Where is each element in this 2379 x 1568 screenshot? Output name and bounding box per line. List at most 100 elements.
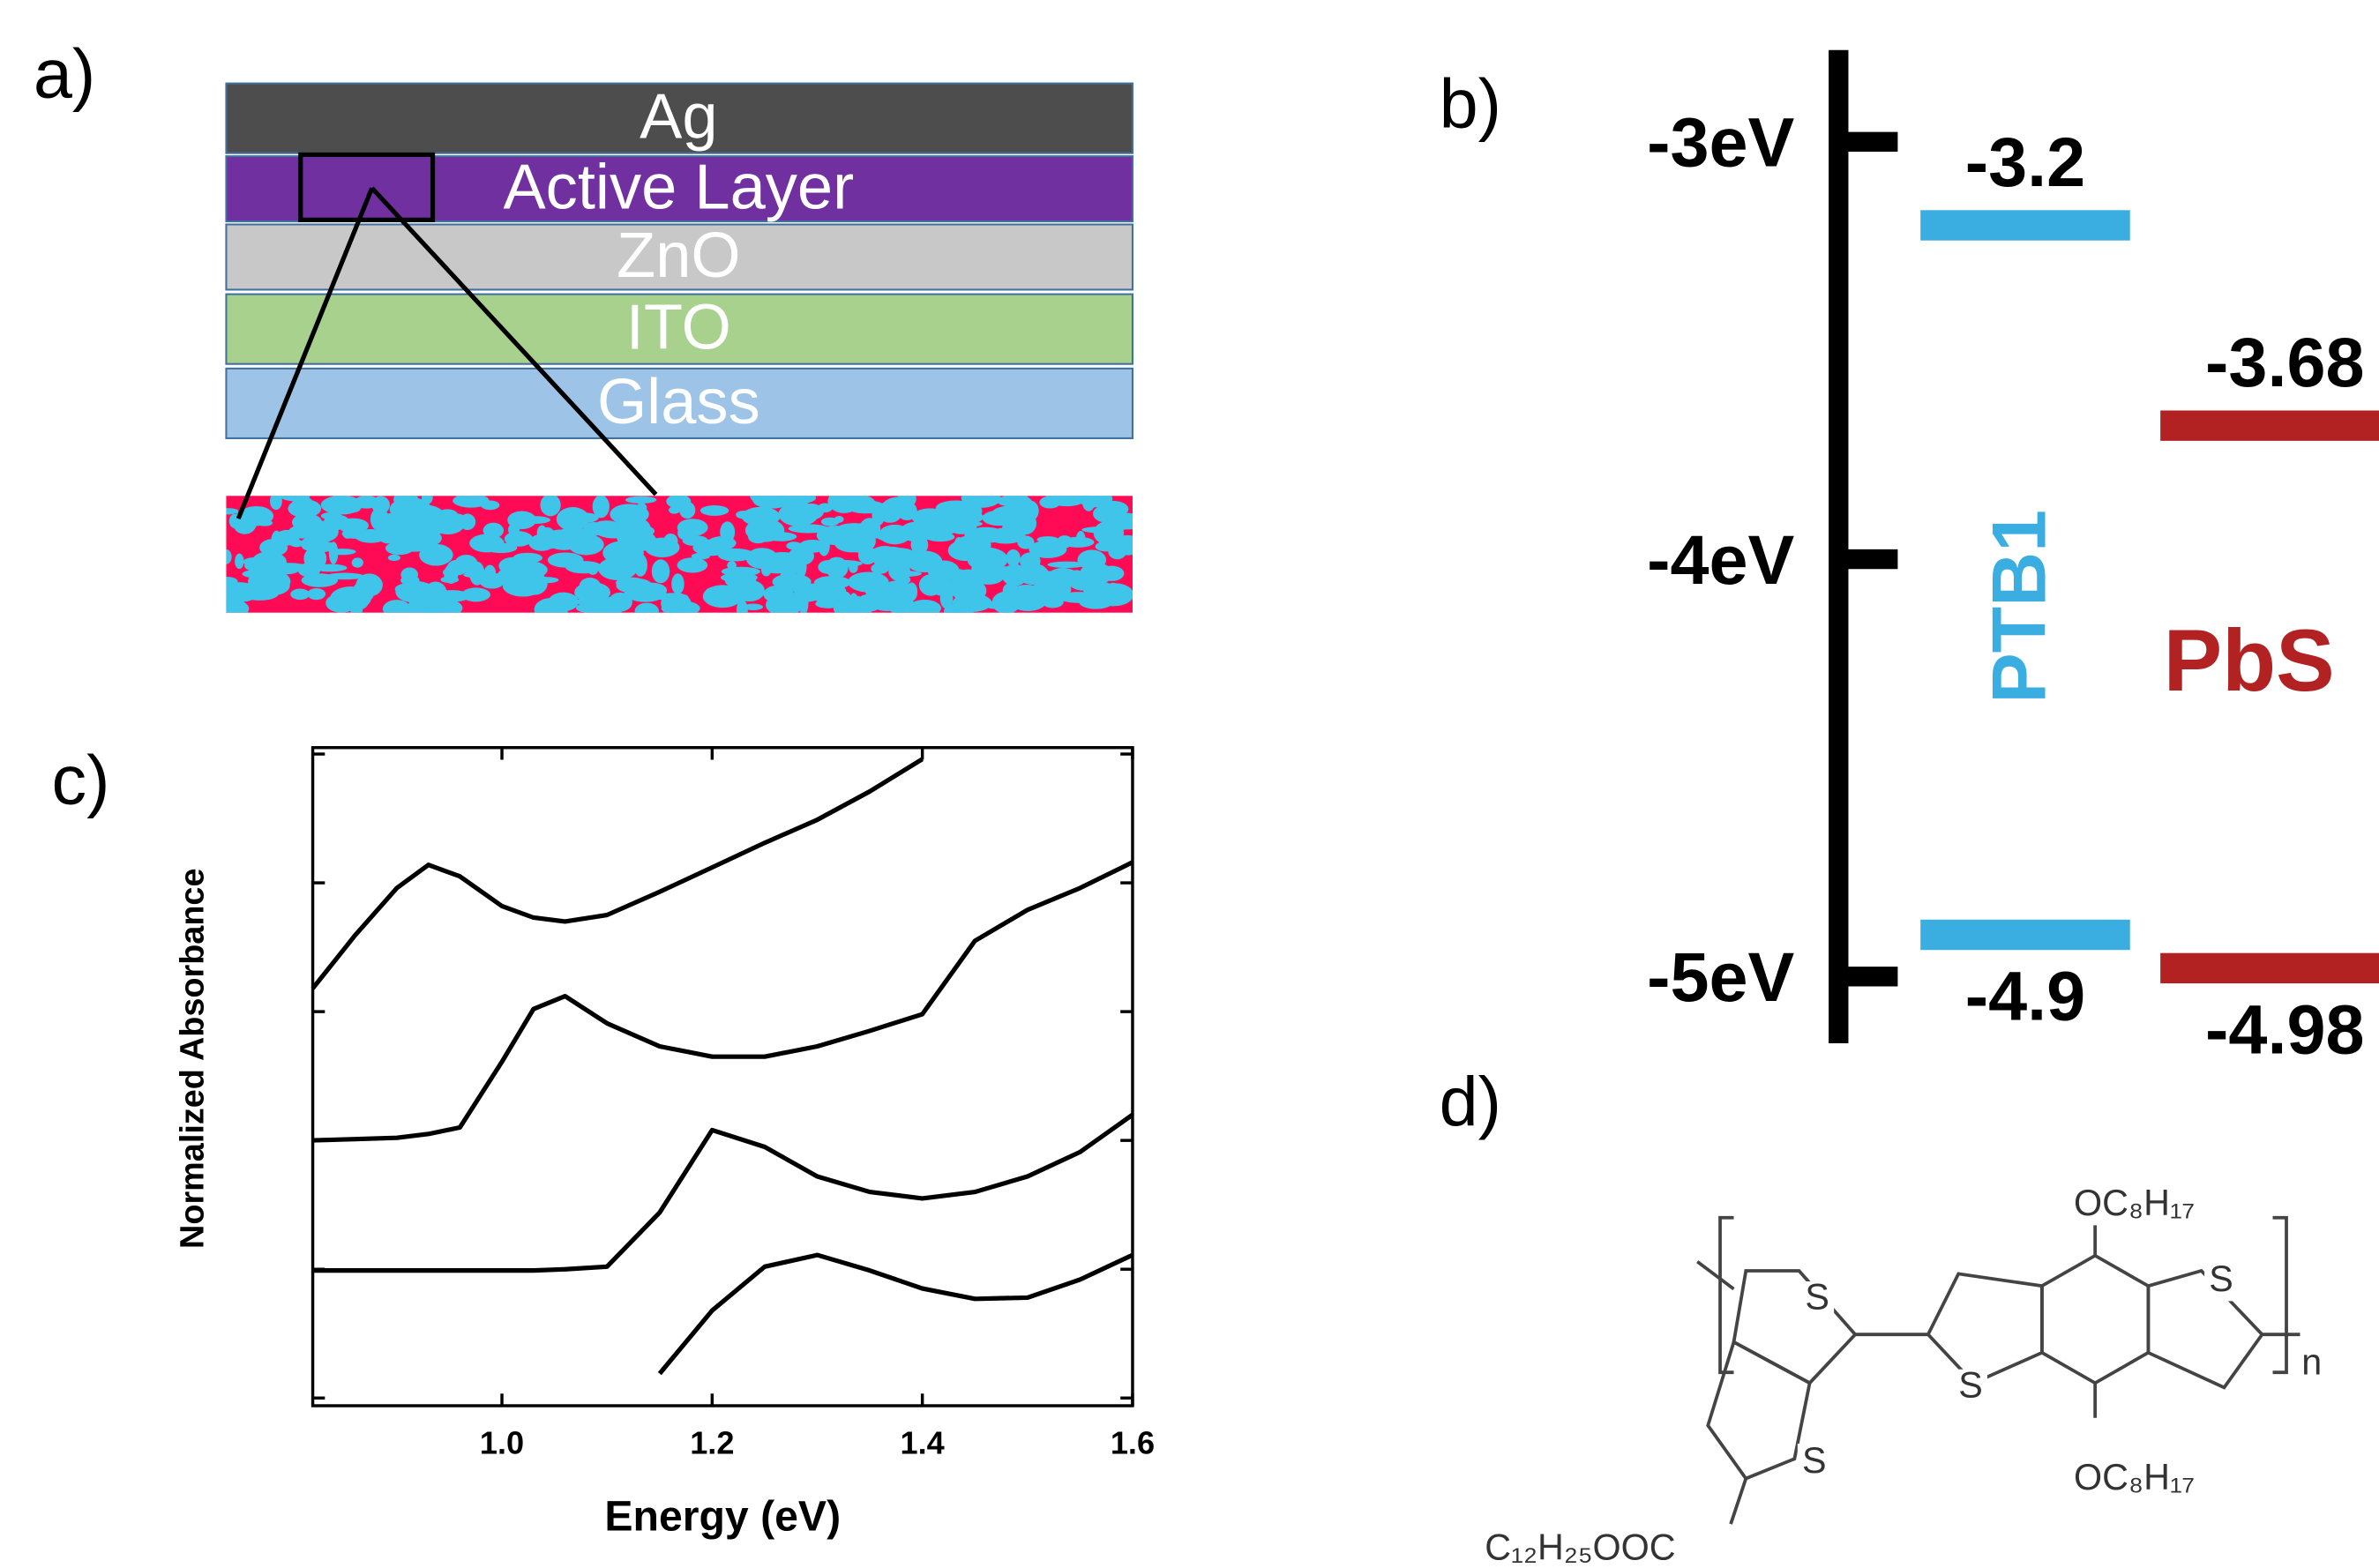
spectrum-line — [313, 862, 1133, 1140]
domain — [1028, 566, 1049, 586]
domain — [795, 556, 806, 579]
domain — [544, 529, 584, 549]
bracket — [2273, 1218, 2286, 1372]
y-axis-label: Normalized Absorbance — [174, 869, 211, 1249]
domain — [1076, 531, 1085, 546]
substituent-label: C₁₂H₂₅OOC — [1485, 1527, 1675, 1567]
domain — [1048, 562, 1087, 568]
domain — [662, 601, 700, 616]
domain — [670, 496, 681, 510]
domain — [484, 542, 517, 553]
domain — [677, 557, 708, 572]
domain — [257, 519, 273, 526]
panel-label: b) — [1440, 64, 1501, 143]
domain — [549, 593, 579, 612]
energy-level — [2160, 410, 2379, 440]
domain — [858, 547, 877, 564]
domain — [896, 575, 911, 585]
domain — [746, 548, 778, 569]
layer-label: Ag — [640, 82, 717, 153]
y-tick-label: -3eV — [1647, 103, 1794, 182]
energy-diagram: -3eV-4eV-5eV-3.2-4.9PTB1-3.68-4.98PbS — [1647, 50, 2379, 1069]
domain — [574, 582, 610, 603]
domain — [290, 589, 310, 601]
domain — [1024, 593, 1044, 606]
domain — [871, 563, 888, 573]
ring — [1708, 1342, 1809, 1479]
domain — [512, 562, 542, 583]
domain — [1094, 521, 1124, 545]
x-axis-label: Energy (eV) — [604, 1493, 841, 1541]
domain — [598, 557, 637, 580]
domain — [1105, 583, 1120, 607]
domain — [789, 492, 816, 503]
domain — [671, 573, 684, 594]
domain — [721, 572, 758, 582]
x-tick-label: 1.6 — [1111, 1424, 1155, 1460]
domain — [215, 577, 238, 586]
y-tick-label: -4eV — [1647, 520, 1794, 599]
domain — [957, 502, 983, 519]
ring — [1734, 1271, 1856, 1383]
substituent-label: OC₈H₁₇ — [2074, 1457, 2195, 1497]
domain — [1057, 535, 1073, 548]
domain — [944, 603, 973, 620]
domain — [576, 603, 597, 613]
domain — [233, 511, 258, 534]
panel-label: c) — [52, 741, 110, 819]
domain — [1069, 573, 1096, 591]
atom-label: S — [1958, 1364, 1983, 1405]
domain — [956, 570, 980, 581]
domain — [1099, 501, 1129, 517]
domain — [400, 568, 418, 582]
domain — [399, 535, 431, 551]
domain — [265, 583, 281, 593]
figure: a) b) c) d) AgActive LayerZnOITOGlass -3… — [0, 0, 2379, 1568]
domain — [548, 552, 584, 567]
level-label: -4.98 — [2205, 989, 2364, 1068]
domain — [663, 534, 677, 549]
domain — [1046, 493, 1086, 504]
domain — [213, 599, 249, 617]
domain — [635, 603, 659, 619]
domain — [906, 582, 917, 601]
domain — [857, 594, 882, 612]
domain — [216, 508, 238, 514]
spectrum-line — [313, 759, 923, 989]
x-tick-label: 1.0 — [480, 1424, 524, 1460]
domain — [557, 507, 589, 531]
domain — [766, 532, 797, 541]
domain — [838, 523, 871, 542]
domain — [906, 550, 942, 572]
domain — [292, 513, 322, 531]
domain — [594, 520, 619, 530]
domain — [321, 496, 363, 515]
level-label: -3.68 — [2205, 323, 2364, 401]
domain — [338, 519, 369, 534]
domain — [737, 600, 748, 621]
repeat-label: n — [2301, 1342, 2322, 1383]
layer-label: ITO — [626, 293, 731, 363]
domain — [763, 586, 794, 603]
domain — [483, 523, 504, 539]
domain — [235, 554, 243, 569]
domain — [221, 549, 231, 564]
domain — [481, 500, 499, 510]
domain — [325, 542, 337, 549]
bond — [1731, 1479, 1746, 1525]
spectrum-line — [660, 1255, 1133, 1373]
domain — [700, 505, 729, 516]
domain — [353, 580, 375, 602]
domain — [610, 504, 648, 525]
domain — [388, 555, 400, 561]
domain — [750, 489, 772, 504]
domain — [376, 522, 400, 543]
panel-label: a) — [34, 34, 95, 112]
domain — [789, 583, 825, 593]
domain — [986, 528, 1025, 544]
page: { "panel_labels": ["a)", "b)", "c)", "d)… — [0, 0, 2379, 1568]
y-tick-label: -5eV — [1647, 937, 1794, 1016]
domain — [608, 593, 632, 612]
domain — [383, 600, 411, 618]
